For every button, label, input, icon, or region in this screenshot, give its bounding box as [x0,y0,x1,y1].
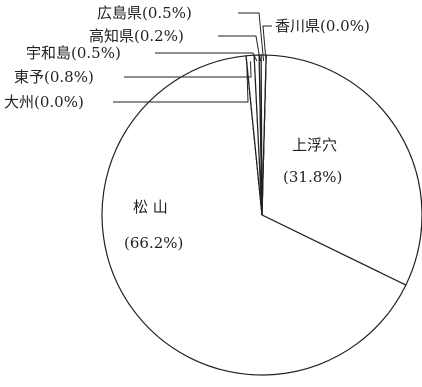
callout-label-kochi: 高知県(0.2%) [89,27,184,45]
leader-line-7 [262,25,272,62]
pie-slice-0 [261,54,422,286]
slice-label-matsuyama: 松 山 [133,198,168,216]
pie-slices [101,54,422,376]
callout-label-uwajima: 宇和島(0.5%) [26,44,121,62]
pie-slice-1 [101,55,407,376]
callout-label-ozu: 大州(0.0%) [4,93,84,111]
pie-slice-7 [261,55,267,216]
slice-label-kamiukena: 上浮穴 [292,136,337,154]
callout-label-hiroshima: 広島県(0.5%) [97,4,192,22]
leader-line-5 [218,35,261,62]
leader-line-4 [155,52,258,62]
slice-value-matsuyama: (66.2%) [124,234,183,252]
leader-line-6 [238,12,265,62]
leader-line-2 [113,61,249,103]
slice-value-kamiukena: (31.8%) [283,168,342,186]
callout-label-toyo: 東予(0.8%) [14,68,94,86]
leader-lines [113,12,272,103]
callout-label-kagawa: 香川県(0.0%) [275,17,370,35]
leader-line-3 [124,61,252,78]
